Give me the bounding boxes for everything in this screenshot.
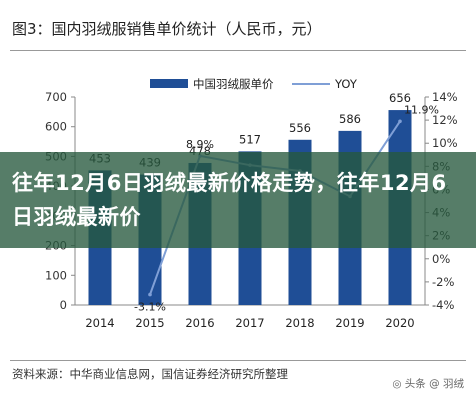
yoy-value-label: 8.9%: [186, 138, 214, 151]
chart-title: 图3：国内羽绒服销售单价统计（人民币，元）: [12, 20, 322, 38]
legend-line-label: YOY: [334, 77, 358, 91]
source-note: 资料来源：中华商业信息网，国信证券经济研究所整理: [12, 367, 288, 381]
x-tick-label: 2019: [335, 316, 364, 330]
legend-bar-label: 中国羽绒服单价: [193, 77, 274, 91]
y-tick-label: 0: [60, 298, 67, 312]
bar-value-label: 656: [389, 91, 411, 105]
x-tick-label: 2014: [85, 316, 114, 330]
yoy-point: [398, 119, 402, 124]
yoy-value-label: -3.1%: [134, 301, 166, 314]
x-tick-label: 2015: [135, 316, 164, 330]
y2-tick-label: 10%: [432, 136, 458, 150]
headline-text: 往年12月6日羽绒最新价格走势，往年12月6日羽绒最新价: [12, 171, 447, 229]
watermark: ◎ 头条 @ 羽绒: [388, 375, 468, 392]
yoy-value-label: 11.9%: [404, 103, 439, 116]
y2-tick-label: 0%: [432, 252, 450, 266]
source-divider: [10, 360, 466, 361]
bar-value-label: 586: [339, 112, 361, 126]
title-divider: [10, 50, 466, 51]
x-tick-label: 2018: [285, 316, 314, 330]
y2-tick-label: 14%: [432, 90, 458, 104]
y-tick-label: 700: [45, 90, 67, 104]
headline-banner: 往年12月6日羽绒最新价格走势，往年12月6日羽绒最新价: [0, 152, 476, 248]
y2-tick-label: -2%: [432, 275, 454, 289]
bar-value-label: 517: [239, 132, 261, 146]
bar-value-label: 556: [289, 121, 311, 135]
x-tick-label: 2016: [185, 316, 214, 330]
y2-tick-label: -4%: [432, 298, 454, 312]
y-tick-label: 600: [45, 120, 67, 134]
y2-tick-label: 12%: [432, 113, 458, 127]
legend-bar-swatch: [150, 79, 188, 88]
y-tick-label: 100: [45, 268, 67, 282]
x-tick-label: 2017: [235, 316, 264, 330]
x-tick-label: 2020: [385, 316, 414, 330]
yoy-point: [148, 292, 152, 297]
